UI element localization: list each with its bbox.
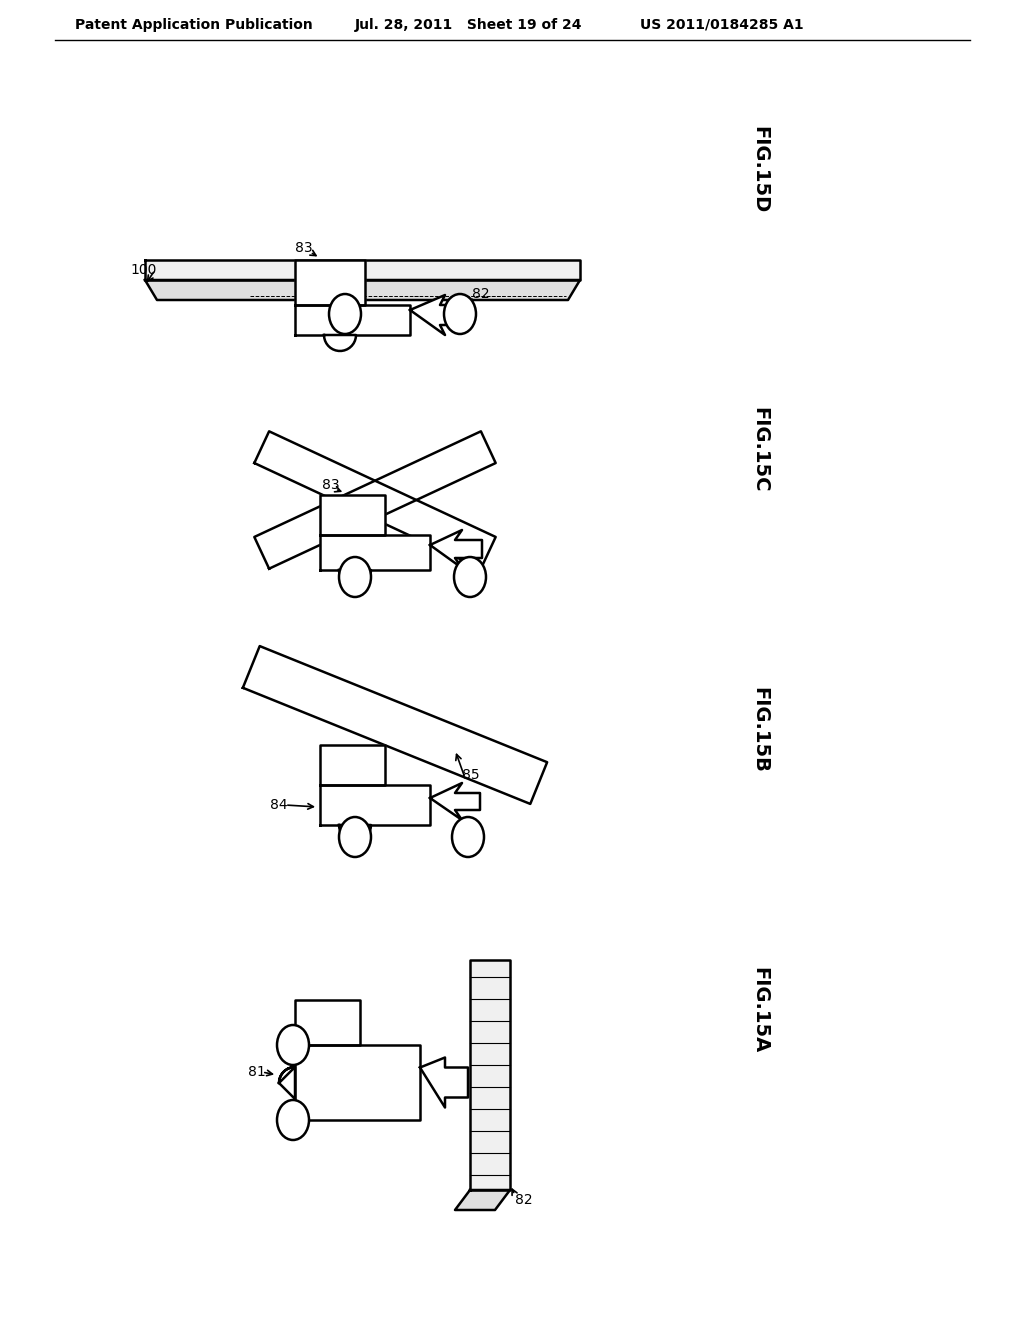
- Polygon shape: [254, 432, 496, 569]
- Polygon shape: [339, 825, 371, 841]
- Polygon shape: [470, 960, 510, 1191]
- Polygon shape: [324, 335, 356, 351]
- Polygon shape: [430, 783, 480, 820]
- Text: 85: 85: [462, 768, 479, 781]
- Polygon shape: [339, 570, 371, 586]
- Text: Jul. 28, 2011   Sheet 19 of 24: Jul. 28, 2011 Sheet 19 of 24: [355, 18, 583, 32]
- Ellipse shape: [339, 557, 371, 597]
- Text: 100: 100: [130, 263, 157, 277]
- Polygon shape: [430, 531, 482, 568]
- Polygon shape: [295, 1045, 420, 1119]
- Text: Patent Application Publication: Patent Application Publication: [75, 18, 312, 32]
- Ellipse shape: [329, 294, 361, 334]
- Text: FIG.15B: FIG.15B: [751, 688, 769, 774]
- Ellipse shape: [454, 557, 486, 597]
- Polygon shape: [145, 260, 580, 280]
- Ellipse shape: [444, 294, 476, 334]
- Polygon shape: [319, 785, 430, 825]
- Polygon shape: [319, 535, 430, 570]
- Polygon shape: [410, 294, 470, 335]
- Ellipse shape: [339, 817, 371, 857]
- Text: 83: 83: [295, 242, 312, 255]
- Polygon shape: [145, 280, 580, 300]
- Text: 81: 81: [295, 286, 312, 301]
- Text: 82: 82: [515, 1193, 532, 1206]
- Text: FIG.15C: FIG.15C: [751, 408, 769, 492]
- Polygon shape: [295, 260, 365, 305]
- Text: 81: 81: [248, 1065, 266, 1078]
- Polygon shape: [420, 1057, 468, 1107]
- Text: 82: 82: [472, 286, 489, 301]
- Polygon shape: [295, 1001, 360, 1045]
- Polygon shape: [279, 1067, 295, 1100]
- Ellipse shape: [278, 1026, 309, 1065]
- Text: 84: 84: [270, 799, 288, 812]
- Ellipse shape: [278, 1100, 309, 1140]
- Polygon shape: [319, 495, 385, 535]
- Text: FIG.15D: FIG.15D: [751, 127, 769, 214]
- Polygon shape: [295, 305, 410, 335]
- Text: US 2011/0184285 A1: US 2011/0184285 A1: [640, 18, 804, 32]
- Polygon shape: [455, 1191, 510, 1210]
- Text: 83: 83: [322, 478, 340, 492]
- Polygon shape: [254, 432, 496, 569]
- Polygon shape: [319, 744, 385, 785]
- Text: FIG.15A: FIG.15A: [751, 966, 769, 1053]
- Ellipse shape: [452, 817, 484, 857]
- Polygon shape: [243, 645, 547, 804]
